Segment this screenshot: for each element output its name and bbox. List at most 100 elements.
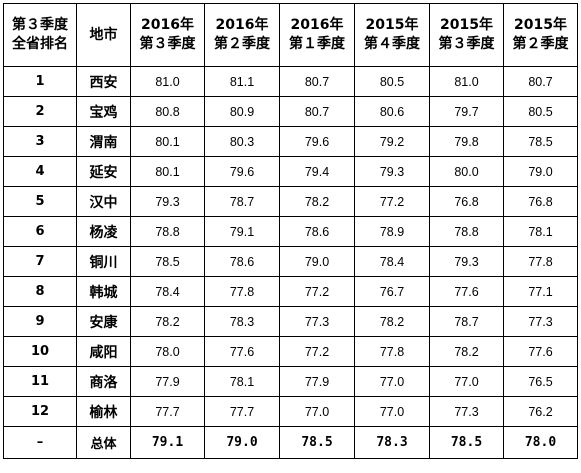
score-cell: 80.5: [354, 66, 430, 97]
city-cell: 西安: [76, 66, 131, 97]
rank-cell: 12: [3, 396, 77, 427]
table-body: 1 西安 81.0 81.1 80.7 80.5 81.0 80.7 2 宝鸡 80.8 80.9 80…: [3, 66, 578, 459]
column-header-line: 第３季度: [139, 36, 196, 52]
score-cell: 77.8: [503, 246, 578, 277]
score-cell: 79.4: [279, 156, 355, 187]
column-header: 2016年 第３季度: [130, 3, 205, 67]
score-cell: 77.9: [279, 366, 355, 397]
score-cell: 78.3: [354, 426, 430, 459]
score-cell: 81.0: [130, 66, 205, 97]
score-cell: 78.9: [354, 216, 430, 247]
score-cell: 79.1: [204, 216, 280, 247]
rank-cell: 1: [3, 66, 77, 97]
rank-cell: –: [3, 426, 77, 459]
city-cell: 铜川: [76, 246, 131, 277]
quarterly-ranking-table: 第３季度 全省排名 地市 2016年 第３季度 2016年 第２季度 2016年 第１季度 201…: [3, 3, 578, 459]
score-cell: 80.0: [429, 156, 504, 187]
score-cell: 78.7: [204, 186, 280, 217]
score-cell: 76.2: [503, 396, 578, 427]
score-cell: 79.3: [429, 246, 504, 277]
column-header-line: 第４季度: [364, 36, 420, 52]
column-header-line: 2016年: [290, 17, 344, 33]
score-cell: 77.3: [429, 396, 504, 427]
city-cell: 韩城: [76, 276, 131, 307]
column-header-line: 2016年: [215, 17, 269, 33]
column-header: 2016年第１季度: [279, 3, 355, 67]
score-cell: 80.9: [204, 96, 280, 127]
column-header: 2015年 第２季度: [503, 3, 578, 67]
table-row: 3 渭南 80.1 80.3 79.6 79.2 79.8 78.5: [3, 126, 578, 157]
city-cell: 安康: [76, 306, 131, 337]
table-row: 6 杨凌 78.8 79.1 78.6 78.9 78.8 78.1: [3, 216, 578, 247]
score-cell: 76.7: [354, 276, 430, 307]
score-cell: 79.0: [503, 156, 578, 187]
score-cell: 78.4: [354, 246, 430, 277]
score-cell: 78.7: [429, 306, 504, 337]
score-cell: 78.2: [429, 336, 504, 367]
score-cell: 77.6: [204, 336, 280, 367]
score-cell: 78.6: [279, 216, 355, 247]
city-cell: 商洛: [76, 366, 131, 397]
city-cell: 总体: [76, 426, 131, 459]
score-cell: 80.1: [130, 156, 205, 187]
score-cell: 79.6: [279, 126, 355, 157]
rank-cell: 11: [3, 366, 77, 397]
table-row: 9 安康 78.2 78.3 77.3 78.2 78.7 77.3: [3, 306, 578, 337]
table-row: 4 延安 80.1 79.6 79.4 79.3 80.0 79.0: [3, 156, 578, 187]
score-cell: 80.8: [130, 96, 205, 127]
score-cell: 77.0: [354, 366, 430, 397]
column-header-line: 2015年: [440, 17, 493, 33]
score-cell: 80.3: [204, 126, 280, 157]
table-row: 5 汉中 79.3 78.7 78.2 77.2 76.8 76.8: [3, 186, 578, 217]
score-cell: 77.8: [204, 276, 280, 307]
column-header-line: 第１季度: [289, 36, 345, 52]
score-cell: 77.3: [503, 306, 578, 337]
column-header: 第３季度 全省排名: [3, 3, 77, 67]
city-cell: 渭南: [76, 126, 131, 157]
score-cell: 77.1: [503, 276, 578, 307]
rank-cell: 9: [3, 306, 77, 337]
column-header-line: 2015年: [514, 17, 567, 33]
column-header: 2015年第４季度: [354, 3, 430, 67]
score-cell: 76.8: [429, 186, 504, 217]
column-header-line: 第２季度: [214, 36, 270, 52]
column-header-line: 2015年: [365, 17, 419, 33]
score-cell: 80.7: [279, 96, 355, 127]
score-cell: 79.3: [130, 186, 205, 217]
score-cell: 78.0: [130, 336, 205, 367]
score-cell: 77.8: [354, 336, 430, 367]
score-cell: 77.0: [279, 396, 355, 427]
rank-cell: 5: [3, 186, 77, 217]
city-cell: 延安: [76, 156, 131, 187]
rank-cell: 8: [3, 276, 77, 307]
total-row: – 总体 79.1 79.0 78.5 78.3 78.5 78.0: [3, 426, 578, 459]
score-cell: 78.5: [130, 246, 205, 277]
score-cell: 78.6: [204, 246, 280, 277]
score-cell: 78.3: [204, 306, 280, 337]
column-header: 2015年第３季度: [429, 3, 504, 67]
rank-cell: 10: [3, 336, 77, 367]
table-row: 7 铜川 78.5 78.6 79.0 78.4 79.3 77.8: [3, 246, 578, 277]
table-row: 2 宝鸡 80.8 80.9 80.7 80.6 79.7 80.5: [3, 96, 578, 127]
score-cell: 78.5: [279, 426, 355, 459]
rank-cell: 4: [3, 156, 77, 187]
score-cell: 81.1: [204, 66, 280, 97]
score-cell: 78.5: [503, 126, 578, 157]
city-cell: 榆林: [76, 396, 131, 427]
city-cell: 咸阳: [76, 336, 131, 367]
score-cell: 76.5: [503, 366, 578, 397]
table-header: 第３季度 全省排名 地市 2016年 第３季度 2016年 第２季度 2016年 第１季度 201…: [3, 3, 578, 67]
score-cell: 78.8: [130, 216, 205, 247]
score-cell: 78.1: [503, 216, 578, 247]
column-header: 2016年第２季度: [204, 3, 280, 67]
rank-cell: 7: [3, 246, 77, 277]
table-row: 11 商洛 77.9 78.1 77.9 77.0 77.0 76.5: [3, 366, 578, 397]
score-cell: 80.6: [354, 96, 430, 127]
score-cell: 80.7: [503, 66, 578, 97]
score-cell: 78.8: [429, 216, 504, 247]
score-cell: 80.1: [130, 126, 205, 157]
column-header-line: 第３季度: [438, 36, 495, 52]
score-cell: 79.2: [354, 126, 430, 157]
rank-cell: 2: [3, 96, 77, 127]
table-row: 1 西安 81.0 81.1 80.7 80.5 81.0 80.7: [3, 66, 578, 97]
